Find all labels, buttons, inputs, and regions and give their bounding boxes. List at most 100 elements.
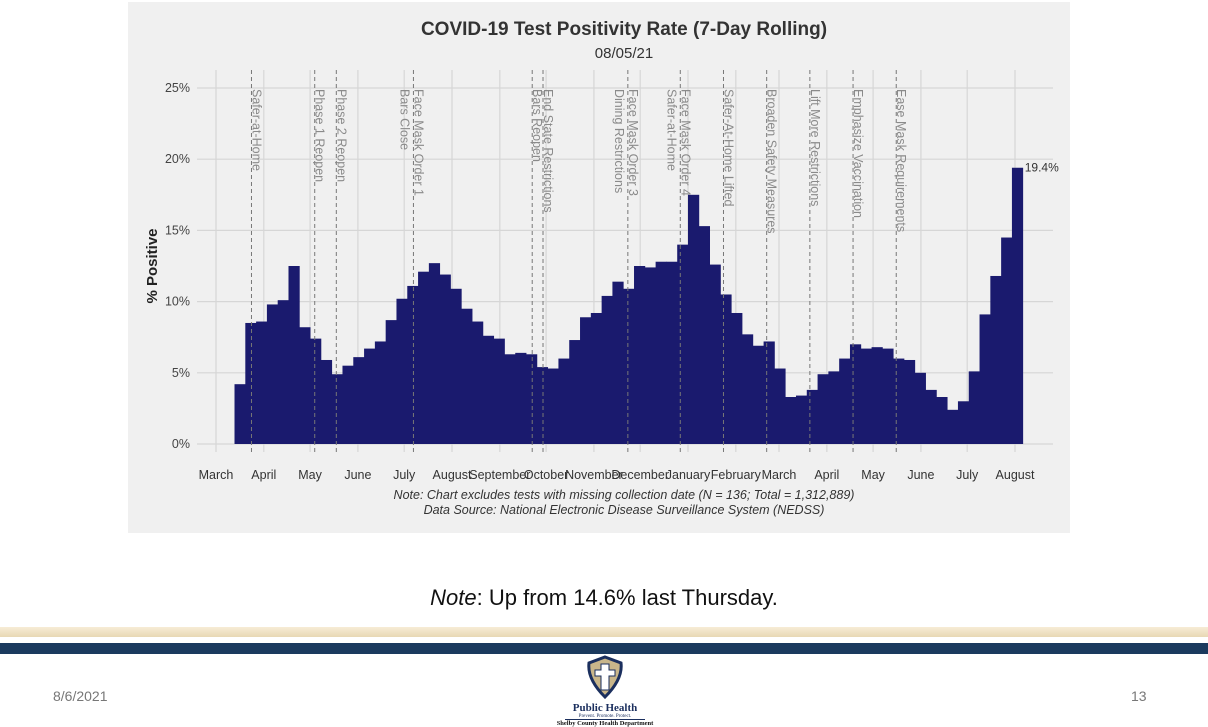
- positivity-bar: [482, 335, 495, 444]
- event-label: Phase 1 Reopen: [313, 89, 327, 182]
- note-label: Note: [430, 585, 477, 610]
- positivity-bar: [536, 367, 549, 444]
- positivity-bar: [439, 274, 451, 444]
- positivity-bar: [612, 281, 624, 444]
- positivity-bar: [288, 266, 300, 444]
- positivity-bar: [806, 389, 818, 444]
- positivity-bar: [698, 226, 710, 444]
- positivity-bar: [504, 354, 516, 444]
- x-tick-label: January: [666, 468, 711, 482]
- x-tick-label: March: [762, 468, 797, 482]
- chart-note: Note: Chart excludes tests with missing …: [394, 488, 855, 502]
- public-health-logo: Public Health Prevent. Promote. Protect.…: [540, 655, 670, 727]
- x-tick-label: October: [524, 468, 568, 482]
- positivity-bar: [1001, 237, 1013, 444]
- positivity-bar: [234, 384, 246, 444]
- y-tick-label: 10%: [165, 295, 190, 309]
- x-tick-label: April: [251, 468, 276, 482]
- footer-date: 8/6/2021: [53, 688, 108, 704]
- positivity-bar: [418, 271, 430, 444]
- page-number: 13: [1131, 688, 1147, 704]
- y-tick-label: 5%: [172, 366, 190, 380]
- positivity-bar: [990, 275, 1002, 444]
- x-tick-label: July: [393, 468, 416, 482]
- positivity-bar: [763, 341, 775, 444]
- positivity-bar: [428, 263, 441, 444]
- positivity-bar: [515, 352, 527, 444]
- event-label: Safer-at-Home: [249, 89, 263, 171]
- x-tick-label: May: [861, 468, 885, 482]
- event-label: Ease Mask Requirements: [894, 89, 908, 232]
- event-label: Face Mask Order 4: [678, 89, 692, 196]
- positivity-bar: [817, 374, 829, 444]
- positivity-bar: [720, 294, 732, 444]
- positivity-bar: [655, 261, 667, 444]
- event-label: Lift More Restrictions: [808, 89, 822, 206]
- event-label: Phase 2 Reopen: [334, 89, 348, 182]
- positivity-bar: [256, 321, 268, 444]
- positivity-bar: [979, 314, 991, 444]
- x-tick-label: November: [565, 468, 623, 482]
- positivity-bar: [277, 300, 289, 444]
- positivity-bar: [936, 397, 948, 444]
- x-tick-label: August: [996, 468, 1035, 482]
- positivity-bar: [903, 359, 916, 444]
- navy-band: [0, 643, 1208, 654]
- x-tick-label: July: [956, 468, 979, 482]
- positivity-bar: [320, 359, 333, 444]
- event-label: End State Restrictions: [541, 89, 555, 213]
- positivity-bar: [472, 321, 484, 444]
- event-label: Face Mask Order 1: [411, 89, 425, 196]
- event-label: Bars Close: [397, 89, 411, 150]
- x-tick-label: August: [433, 468, 472, 482]
- positivity-bar: [1011, 167, 1024, 444]
- positivity-bar: [860, 348, 872, 444]
- positivity-bar: [752, 345, 764, 444]
- data-source: Data Source: National Electronic Disease…: [424, 503, 825, 517]
- positivity-bar: [644, 267, 657, 444]
- positivity-bar: [353, 357, 365, 444]
- positivity-bar: [396, 298, 408, 444]
- event-label: Emphasize Vaccination: [851, 89, 865, 218]
- positivity-bar: [623, 288, 635, 444]
- event-label: Safer-at-Home: [664, 89, 678, 171]
- positivity-bar: [688, 194, 700, 444]
- x-tick-label: June: [907, 468, 934, 482]
- x-tick-label: September: [469, 468, 530, 482]
- positivity-bar: [795, 395, 808, 444]
- x-tick-label: February: [711, 468, 762, 482]
- logo-title: Public Health: [572, 702, 638, 714]
- x-tick-label: May: [298, 468, 322, 482]
- shield-cross-icon: [587, 655, 623, 700]
- x-tick-label: April: [814, 468, 839, 482]
- positivity-bar: [914, 372, 926, 444]
- logo-department: Shelby County Health Department: [556, 720, 654, 727]
- positivity-bar: [374, 341, 387, 444]
- chart-subtitle: 08/05/21: [595, 45, 653, 62]
- positivity-bar: [461, 308, 473, 444]
- positivity-bar: [947, 409, 959, 444]
- last-value-label: 19.4%: [1025, 161, 1059, 175]
- positivity-bar: [968, 371, 980, 444]
- positivity-bar: [526, 354, 538, 444]
- y-tick-label: 15%: [165, 223, 190, 237]
- positivity-bar: [299, 327, 311, 444]
- x-tick-label: December: [611, 468, 669, 482]
- x-tick-label: March: [199, 468, 234, 482]
- y-tick-label: 25%: [165, 81, 190, 95]
- positivity-bar: [342, 365, 354, 444]
- positivity-bar: [580, 317, 592, 444]
- positivity-bar: [828, 371, 840, 444]
- y-tick-label: 20%: [165, 152, 190, 166]
- positivity-bar: [882, 348, 894, 444]
- positivity-bar: [741, 334, 754, 444]
- positivity-bar: [677, 244, 689, 444]
- positivity-chart: 19.4% Safer-at-Home Phase 1 Reopen Phase 2…: [128, 2, 1070, 533]
- positivity-bar: [493, 338, 505, 444]
- positivity-bar: [450, 288, 462, 444]
- slide-note: Note: Up from 14.6% last Thursday.: [0, 585, 1208, 611]
- chart-panel: [128, 2, 1070, 533]
- note-text: : Up from 14.6% last Thursday.: [476, 585, 778, 610]
- positivity-bar: [871, 347, 883, 444]
- positivity-bar: [590, 312, 603, 444]
